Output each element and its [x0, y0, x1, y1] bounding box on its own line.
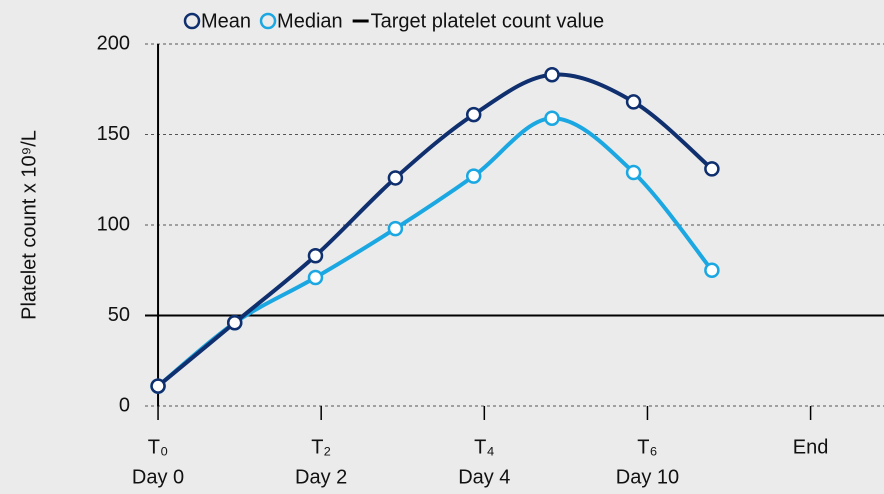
- legend-marker: [259, 12, 277, 30]
- x-tick-label: T₂: [311, 436, 331, 458]
- point: [465, 168, 482, 184]
- x-tick-label: T₆: [637, 436, 657, 458]
- y-tick-label: 100: [97, 213, 130, 235]
- y-tick-label: 200: [97, 32, 130, 54]
- point: [544, 110, 560, 126]
- x-tick-sublabel: Day 0: [132, 466, 184, 488]
- point: [704, 262, 720, 278]
- point: [544, 67, 560, 83]
- x-tick-label: T₀: [148, 436, 169, 458]
- point: [307, 269, 324, 286]
- y-tick-label: 150: [97, 123, 130, 145]
- x-tick-label: End: [793, 436, 829, 458]
- x-tick-label: T₄: [474, 436, 494, 458]
- series-line: [156, 72, 714, 388]
- y-axis-label: Platelet count x 10⁹/L: [18, 130, 40, 320]
- legend-label: Median: [277, 10, 343, 32]
- legend-label: Target platelet count value: [371, 10, 605, 32]
- point: [625, 164, 642, 181]
- point: [387, 220, 404, 237]
- point: [307, 248, 324, 264]
- x-tick-sublabel: Day 4: [458, 466, 510, 488]
- series-line: [156, 116, 714, 388]
- point: [465, 106, 482, 123]
- point: [704, 161, 720, 177]
- y-tick-label: 50: [108, 304, 130, 326]
- point: [150, 378, 166, 394]
- x-tick-sublabel: Day 2: [295, 466, 347, 488]
- x-tick-sublabel: Day 10: [616, 466, 679, 488]
- point: [226, 314, 243, 331]
- legend-marker: [183, 12, 201, 30]
- y-tick-label: 0: [119, 394, 130, 416]
- point: [625, 94, 642, 110]
- legend-label: Mean: [201, 10, 251, 32]
- point: [387, 170, 404, 186]
